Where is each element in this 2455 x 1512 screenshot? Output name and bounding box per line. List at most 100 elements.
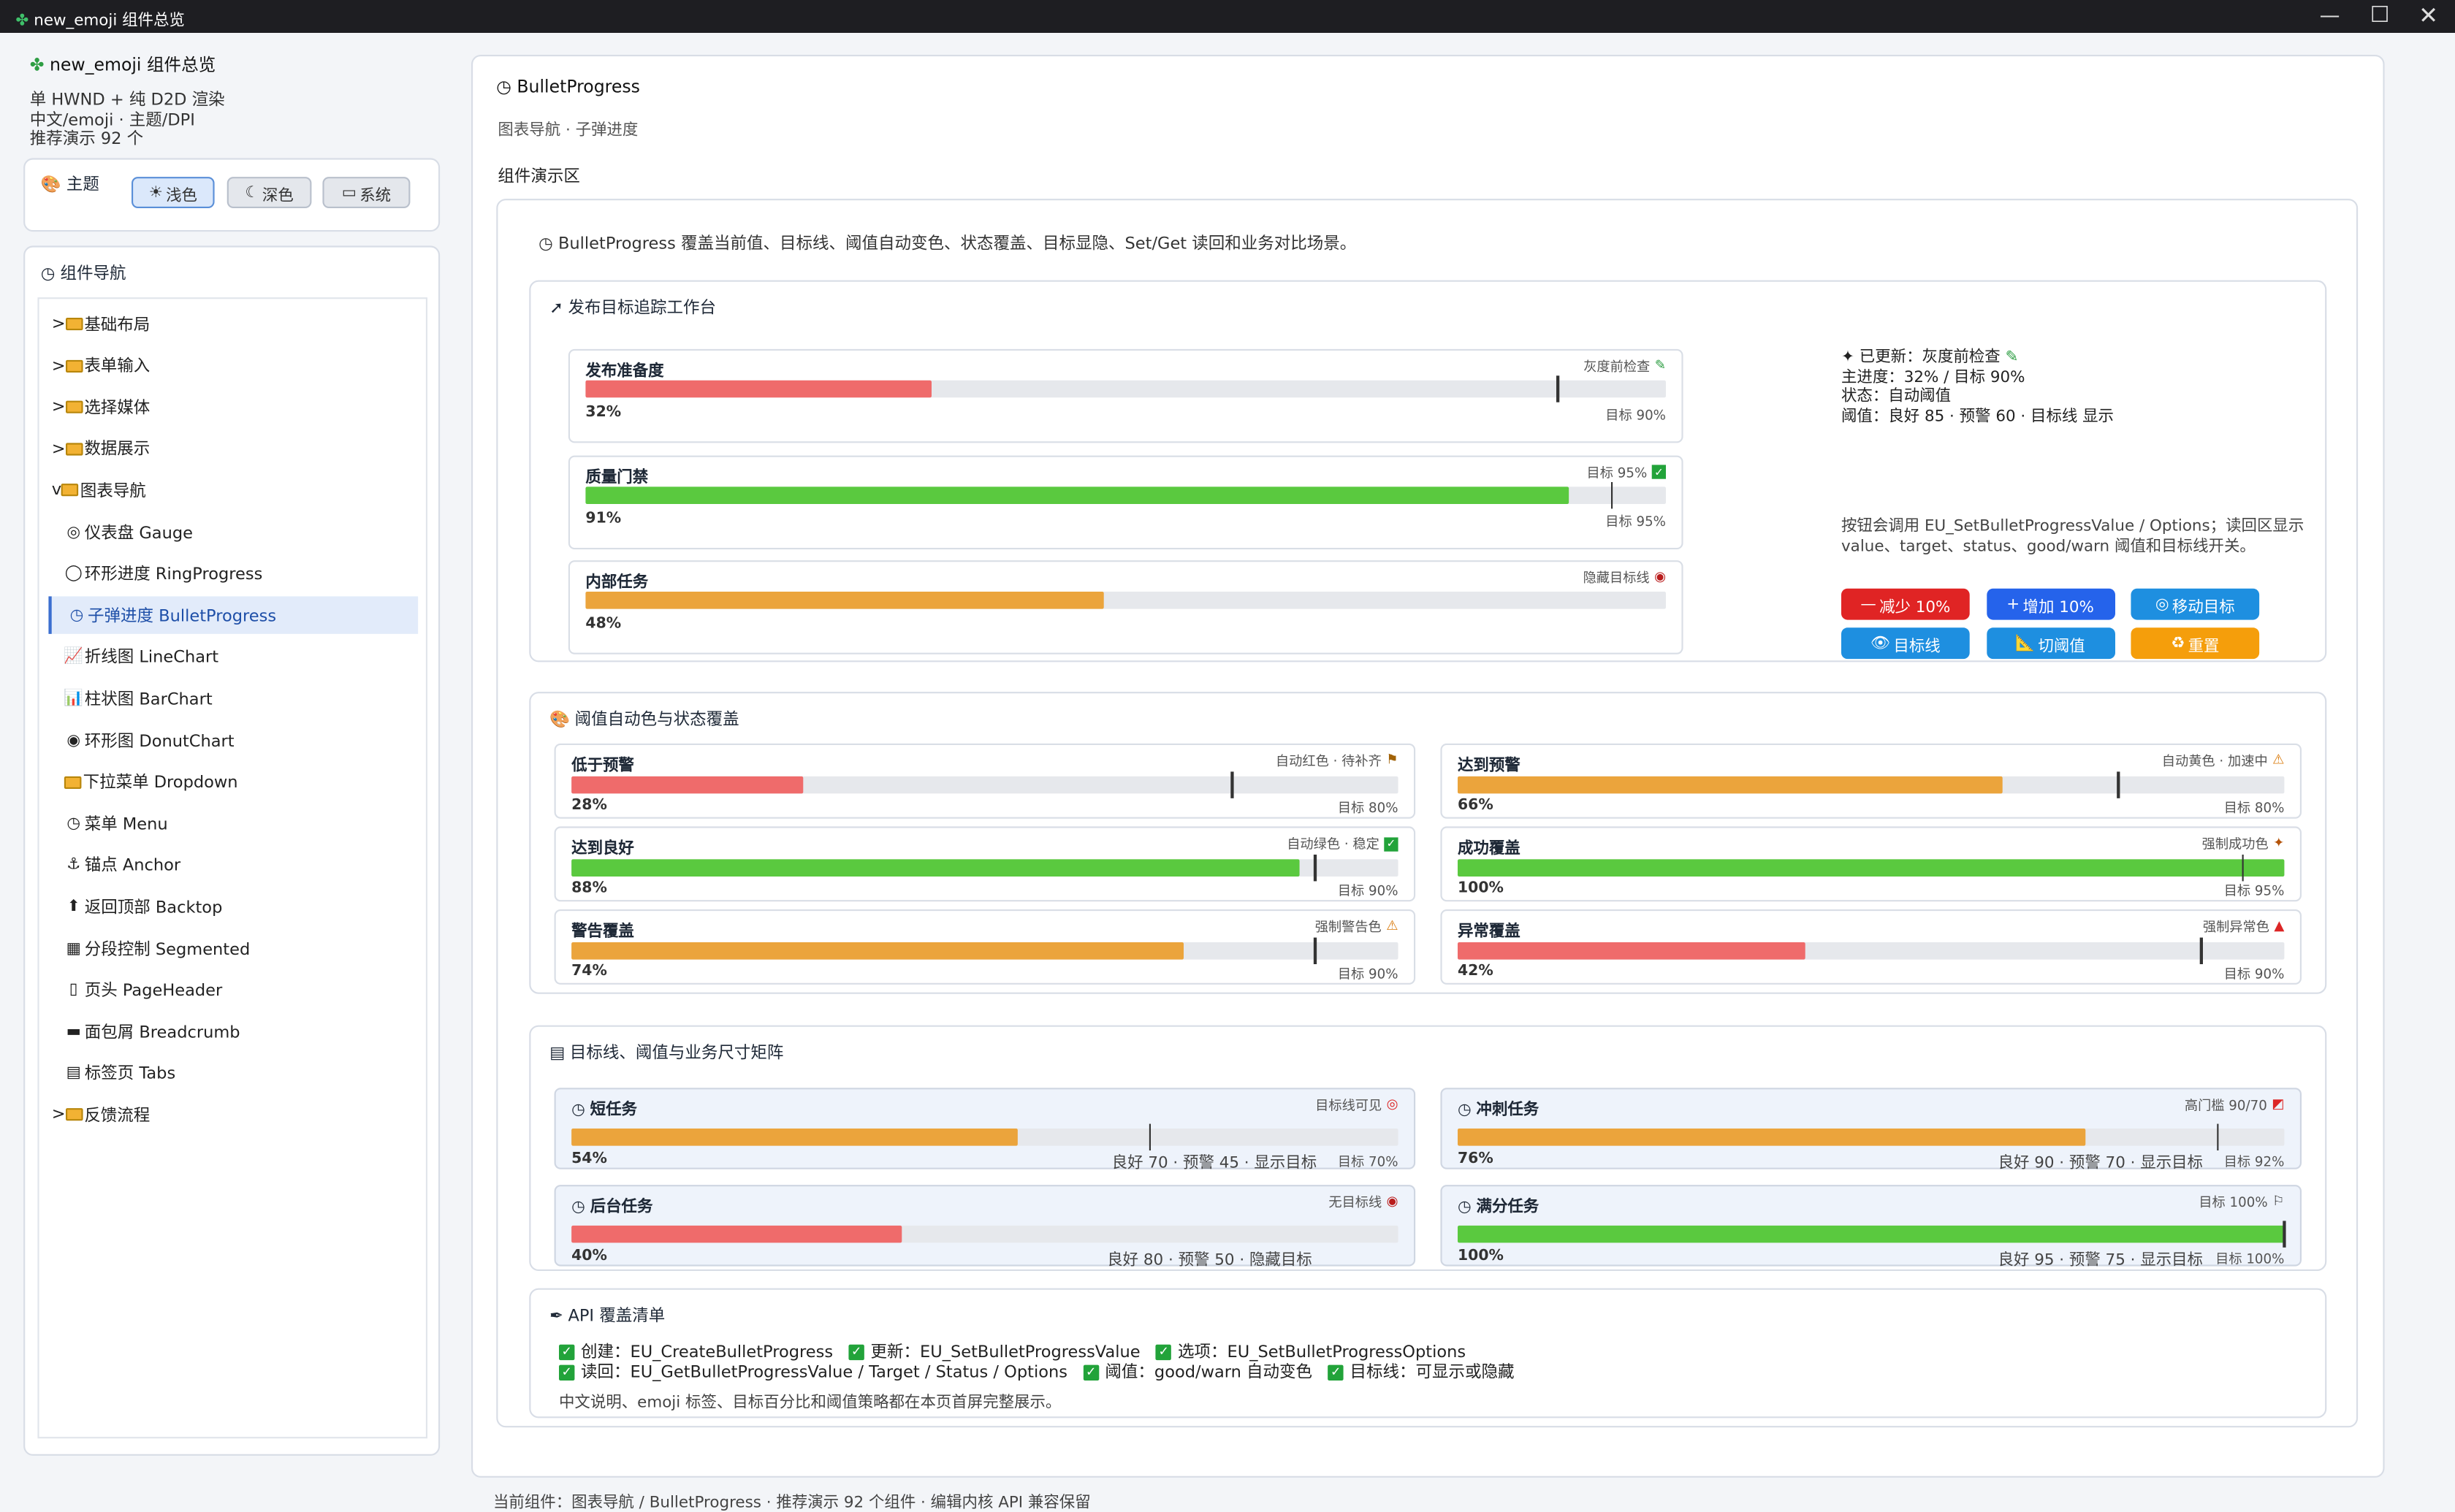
page-title: ◷ BulletProgress (496, 77, 640, 97)
computer-icon: ▭ (341, 183, 357, 202)
nav-item[interactable]: ▤ 标签页 Tabs (48, 1055, 418, 1092)
nav-item[interactable]: 下拉菜单 Dropdown (48, 763, 418, 801)
action-button[interactable]: 👁 目标线 (1841, 627, 1970, 660)
clock-icon: ◷ (571, 1198, 590, 1215)
nav-item[interactable]: ◯ 环形进度 RingProgress (48, 555, 418, 592)
bullet-status-text: 目标 100% (2199, 1195, 2268, 1211)
bullet-progress[interactable]: 内部任务 隐藏目标线 ◉ 48% (568, 560, 1683, 654)
expand-arrow-icon: > (51, 1105, 66, 1125)
nav-item[interactable]: ◷ 菜单 Menu (48, 805, 418, 842)
action-button-label: 减少 10% (1879, 598, 1951, 616)
bullet-progress[interactable]: 达到预警 自动黄色 · 加速中 ⚠ 66% 目标 80% (1440, 743, 2302, 819)
bullet-name-text: 短任务 (590, 1101, 637, 1120)
bullet-progress[interactable]: ◷ 冲刺任务 高门槛 90/70 ◩ 76% 目标 92% 良好 90 · 预警 70 ·… (1440, 1088, 2302, 1172)
warning-icon: ⚠ (2272, 752, 2285, 769)
hint-line: 按钮会调用 EU_SetBulletProgressValue / Option… (1841, 518, 2304, 535)
check-icon: ✓ (559, 1364, 575, 1380)
status-bar: 当前组件：图表导航 / BulletProgress · 推荐演示 92 个组件… (493, 1494, 1091, 1512)
ruler-icon: 📐 (2015, 634, 2036, 652)
nav-item[interactable]: ◉ 环形图 DonutChart (48, 722, 418, 759)
tabs-icon: ▤ (66, 1064, 81, 1083)
target-marker (1314, 937, 1317, 964)
nav-item[interactable]: ▯ 页头 PageHeader (48, 971, 418, 1009)
nav-item[interactable]: > 数据展示 (48, 430, 418, 467)
bullet-progress[interactable]: 质量门禁 目标 95% ✓ 91% 目标 95% (568, 454, 1683, 549)
theme-dark-button[interactable]: ☾ 深色 (227, 177, 312, 208)
check-icon: ✓ (848, 1343, 864, 1360)
bullet-progress[interactable]: 异常覆盖 强制异常色 ▲ 42% 目标 90% (1440, 909, 2302, 985)
nav-item-label: 返回顶部 Backtop (84, 898, 223, 917)
bullet-track (1457, 1123, 2285, 1150)
bullet-track (571, 1224, 1398, 1242)
maximize-button[interactable]: ☐ (2370, 3, 2390, 28)
action-button[interactable]: ◎ 移动目标 (2131, 588, 2260, 620)
nav-item[interactable]: ▦ 分段控制 Segmented (48, 930, 418, 967)
expand-arrow-icon: > (51, 439, 66, 459)
bullet-track (585, 481, 1667, 508)
api-item: 读回：EU_GetBulletProgressValue / Target / … (581, 1363, 1067, 1383)
flag-icon: ⚐ (2272, 1193, 2285, 1210)
sparkle-icon: ✦ (1841, 348, 1854, 367)
bullet-progress[interactable]: ◷ 后台任务 无目标线 ◉ 40% 良好 80 · 预警 50 · 隐藏目标 (554, 1184, 1416, 1269)
nav-item-label: 数据展示 (84, 440, 151, 459)
action-button[interactable]: — 减少 10% (1841, 588, 1970, 620)
nav-item[interactable]: > 表单输入 (48, 347, 418, 384)
nav-item[interactable]: 📈 折线图 LineChart (48, 638, 418, 676)
folder-icon (65, 359, 83, 373)
theme-system-button[interactable]: ▭ 系统 (322, 177, 411, 208)
nav-item-label: 基础布局 (84, 315, 151, 335)
rocket-icon: ➚ (549, 298, 564, 317)
nav-item[interactable]: 📊 柱状图 BarChart (48, 680, 418, 717)
bullet-progress[interactable]: 达到良好 自动绿色 · 稳定 ✓ 88% 目标 90% (554, 826, 1416, 902)
bullet-status: 灰度前检查 ✎ (1583, 357, 1666, 376)
api-item: 目标线：可显示或隐藏 (1350, 1363, 1515, 1383)
alarm-icon: ▲ (2274, 918, 2285, 935)
bullet-status-text: 自动黄色 · 加速中 (2161, 754, 2268, 771)
theme-light-button[interactable]: ☀ 浅色 (132, 177, 215, 208)
bullet-name-text: 后台任务 (590, 1198, 653, 1215)
nav-item-label: 面包屑 Breadcrumb (84, 1023, 240, 1042)
nav-tree: > 基础布局 > 表单输入 > 选择媒体 > 数据展示 v 图表导航 ◎ 仪表盘 Gauge ◯ 环形进度… (37, 297, 427, 1439)
bullet-progress[interactable]: 成功覆盖 强制成功色 ✦ 100% 目标 95% (1440, 826, 2302, 902)
clock-icon: ◷ (1457, 1101, 1477, 1120)
close-button[interactable]: ✕ (2418, 1, 2439, 30)
sidebar-line: 推荐演示 92 个 (29, 129, 144, 149)
bullet-progress[interactable]: 发布准备度 灰度前检查 ✎ 32% 目标 90% (568, 348, 1683, 443)
bullet-name: 达到良好 (571, 834, 634, 858)
expand-arrow-icon: > (51, 314, 66, 334)
bullet-status: 自动红色 · 待补齐 ⚑ (1276, 752, 1398, 771)
bullet-track (585, 375, 1667, 402)
nav-item[interactable]: ⚓ 锚点 Anchor (48, 847, 418, 884)
readback-line: ✦ 已更新：灰度前检查 ✎ (1841, 348, 2019, 367)
action-button[interactable]: ♻ 重置 (2131, 627, 2260, 660)
nav-item[interactable]: ⬆ 返回顶部 Backtop (48, 888, 418, 925)
palette-icon: 🎨 (40, 175, 61, 194)
eye-icon: 👁 (1870, 634, 1891, 652)
sun-icon: ☀ (148, 183, 163, 202)
bullet-track (1457, 1220, 2285, 1247)
bar-chart-icon: 📊 (64, 690, 84, 708)
bullet-progress[interactable]: 低于预警 自动红色 · 待补齐 ⚑ 28% 目标 80% (554, 743, 1416, 819)
bullet-progress[interactable]: 警告覆盖 强制警告色 ⚠ 74% 目标 90% (554, 909, 1416, 985)
action-button[interactable]: + 增加 10% (1986, 588, 2115, 620)
target-marker (1610, 481, 1613, 508)
nav-item[interactable]: ◷ 子弹进度 BulletProgress (48, 596, 419, 635)
bullet-progress[interactable]: ◷ 短任务 目标线可见 ◎ 54% 目标 70% 良好 70 · 预警 45 · 显示目标 (554, 1088, 1416, 1172)
bullet-progress[interactable]: ◷ 满分任务 目标 100% ⚐ 100% 目标 100% 良好 95 · 预警 75 ·… (1440, 1184, 2302, 1269)
action-button[interactable]: 📐 切阈值 (1986, 627, 2115, 660)
nav-item[interactable]: > 基础布局 (48, 305, 418, 343)
bullet-status: 自动黄色 · 加速中 ⚠ (2162, 752, 2285, 771)
bullet-name: 成功覆盖 (1458, 834, 1520, 858)
nav-item[interactable]: v 图表导航 (48, 472, 418, 509)
bullet-status-text: 自动红色 · 待补齐 (1275, 754, 1382, 771)
nav-item[interactable]: ▬ 面包屑 Breadcrumb (48, 1013, 418, 1050)
bullet-status: 强制成功色 ✦ (2202, 834, 2285, 853)
nav-item[interactable]: > 选择媒体 (48, 389, 418, 426)
nav-item[interactable]: ◎ 仪表盘 Gauge (48, 513, 418, 551)
nav-item[interactable]: > 反馈流程 (48, 1096, 418, 1134)
minimize-button[interactable]: — (2319, 4, 2340, 28)
pencil-icon: ✎ (2005, 348, 2019, 367)
bullet-name-text: 警告覆盖 (571, 923, 634, 941)
api-item: 选项：EU_SetBulletProgressOptions (1178, 1343, 1466, 1362)
